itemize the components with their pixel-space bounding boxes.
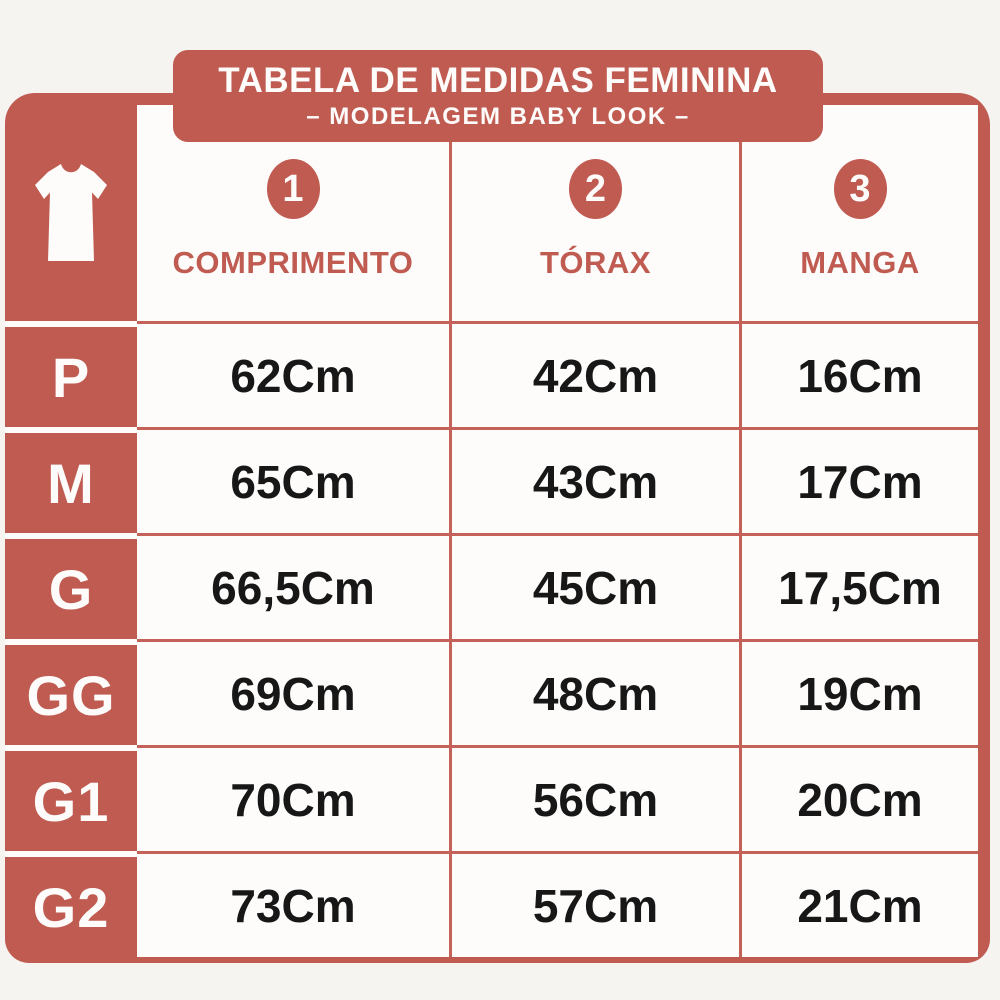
corner-cell [5,105,137,321]
column-number-badge-3: 3 [833,159,887,219]
size-label-g1: G1 [5,745,137,851]
size-table-body: 1 COMPRIMENTO 2 TÓRAX 3 MANGA P 62Cm 42C… [5,105,978,957]
value-p-torax: 42Cm [449,321,739,427]
size-table: 1 COMPRIMENTO 2 TÓRAX 3 MANGA P 62Cm 42C… [5,93,990,963]
value-gg-comprimento: 69Cm [137,639,449,745]
value-p-manga: 16Cm [739,321,978,427]
value-g-torax: 45Cm [449,533,739,639]
size-label-m: M [5,427,137,533]
value-p-comprimento: 62Cm [137,321,449,427]
value-gg-manga: 19Cm [739,639,978,745]
banner-title: TABELA DE MEDIDAS FEMININA [218,61,778,100]
column-label-torax: TÓRAX [540,245,651,280]
banner-subtitle: – MODELAGEM BABY LOOK – [306,103,690,130]
tshirt-icon [35,164,107,261]
value-g1-manga: 20Cm [739,745,978,851]
value-g2-manga: 21Cm [739,851,978,957]
size-label-p: P [5,321,137,427]
value-g-comprimento: 66,5Cm [137,533,449,639]
column-number-badge-1: 1 [266,159,320,219]
value-m-torax: 43Cm [449,427,739,533]
value-g2-torax: 57Cm [449,851,739,957]
banner: TABELA DE MEDIDAS FEMININA – MODELAGEM B… [173,50,823,142]
size-label-g: G [5,533,137,639]
value-m-comprimento: 65Cm [137,427,449,533]
column-label-manga: MANGA [800,245,920,280]
size-label-g2: G2 [5,851,137,957]
value-gg-torax: 48Cm [449,639,739,745]
value-g1-comprimento: 70Cm [137,745,449,851]
value-m-manga: 17Cm [739,427,978,533]
column-label-comprimento: COMPRIMENTO [172,245,414,280]
size-label-gg: GG [5,639,137,745]
column-number-badge-2: 2 [569,159,622,219]
value-g-manga: 17,5Cm [739,533,978,639]
value-g1-torax: 56Cm [449,745,739,851]
value-g2-comprimento: 73Cm [137,851,449,957]
